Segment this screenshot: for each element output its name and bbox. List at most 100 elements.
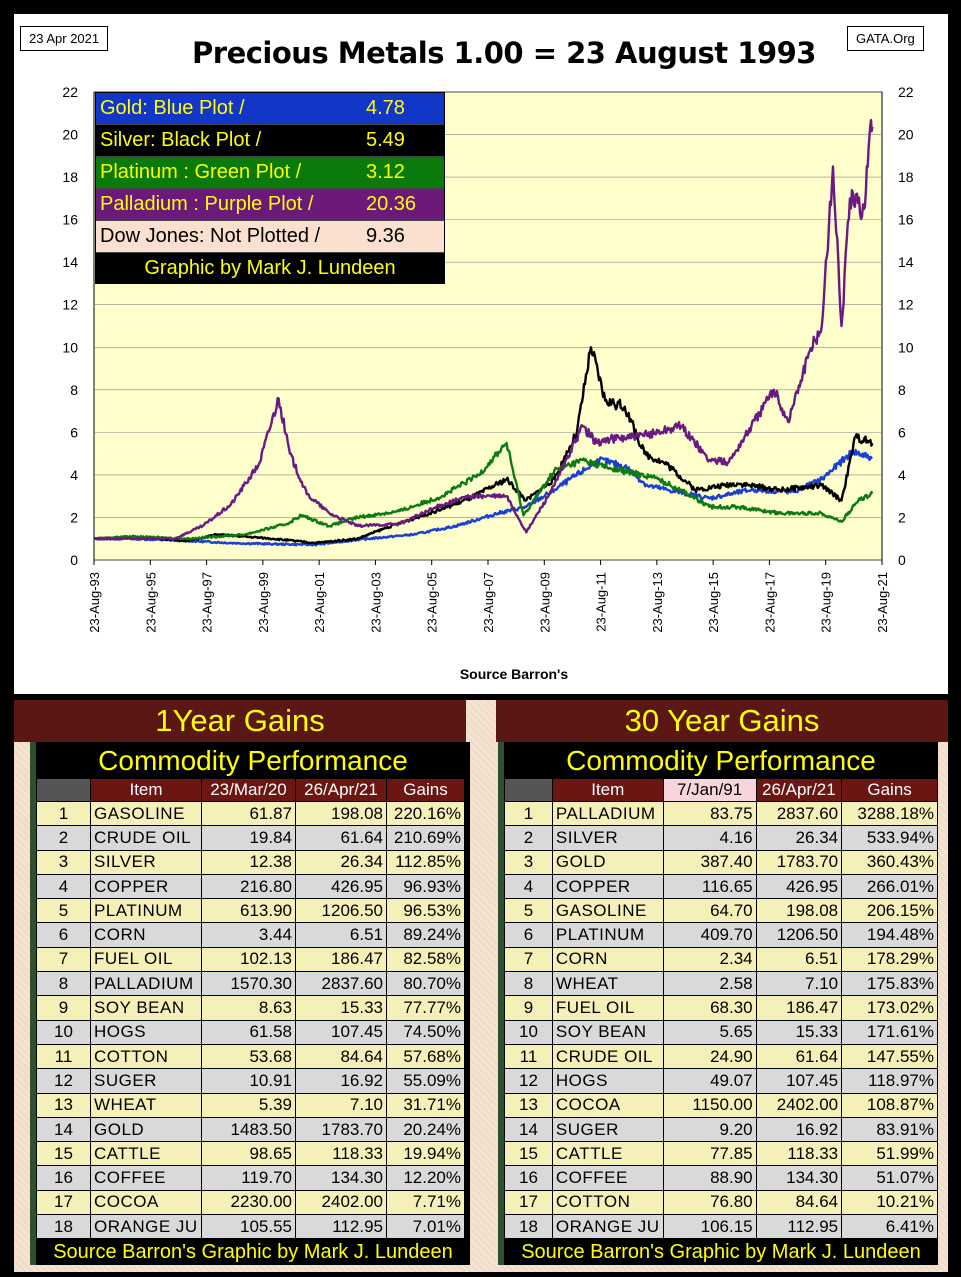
value-cell: 9.20: [662, 1116, 757, 1143]
item-cell: COCOA: [90, 1189, 202, 1216]
value-cell: 186.47: [295, 946, 387, 973]
value-cell: 96.53%: [386, 898, 465, 924]
value-cell: 16.92: [295, 1068, 387, 1094]
value-cell: 77.77%: [386, 995, 465, 1021]
value-cell: 147.55%: [841, 1043, 938, 1070]
table-row: 13 COCOA 1150.00 2402.00 108.87%: [504, 1092, 938, 1118]
item-cell: COFFEE: [90, 1165, 202, 1191]
value-cell: 31.71%: [386, 1092, 465, 1118]
series-line-platinum: [93, 441, 874, 541]
legend-value: 4.78: [366, 97, 405, 119]
x-tick-label: 23-Aug-09: [537, 572, 552, 633]
rank-cell: 11: [504, 1043, 553, 1070]
table-row: 10 HOGS 61.58 107.45 74.50%: [36, 1019, 465, 1045]
item-cell: PALLADIUM: [551, 800, 664, 827]
x-tick-label: 23-Aug-07: [481, 572, 496, 633]
value-cell: 49.07: [662, 1068, 757, 1094]
value-cell: 107.45: [295, 1019, 387, 1045]
table-row: 7 CORN 2.34 6.51 178.29%: [504, 946, 938, 973]
rank-cell: 1: [36, 800, 91, 827]
value-cell: 1483.50: [201, 1116, 296, 1143]
column-header: 26/Apr/21: [755, 778, 843, 802]
column-header: Gains: [386, 778, 465, 802]
value-cell: 118.33: [295, 1141, 387, 1167]
rank-cell: 4: [36, 873, 91, 900]
value-cell: 107.45: [755, 1068, 843, 1094]
value-cell: 178.29%: [841, 946, 938, 973]
value-cell: 3288.18%: [841, 800, 938, 827]
value-cell: 68.30: [662, 995, 757, 1021]
table-row: 17 COTTON 76.80 84.64 10.21%: [504, 1189, 938, 1216]
value-cell: 98.65: [201, 1141, 296, 1167]
value-cell: 89.24%: [386, 922, 465, 948]
table-30year: Commodity Performance Item 7/Jan/91 26/Apr…: [498, 742, 938, 1266]
value-cell: 216.80: [201, 873, 296, 900]
value-cell: 15.33: [295, 995, 387, 1021]
table-row: 5 GASOLINE 64.70 198.08 206.15%: [504, 898, 938, 924]
value-cell: 108.87%: [841, 1092, 938, 1118]
item-cell: COPPER: [551, 873, 664, 900]
column-header: Item: [90, 778, 202, 802]
y-tick-label-right: 22: [898, 84, 914, 100]
table-row: 4 COPPER 216.80 426.95 96.93%: [36, 873, 465, 900]
item-cell: PLATINUM: [551, 922, 664, 948]
y-tick-label-right: 18: [898, 169, 914, 185]
y-tick-label-left: 14: [62, 254, 78, 270]
x-tick-label: 23-Aug-05: [425, 572, 440, 633]
value-cell: 198.08: [755, 898, 843, 924]
item-cell: ORANGE JU: [551, 1214, 664, 1240]
table-row: 16 COFFEE 119.70 134.30 12.20%: [36, 1165, 465, 1191]
table-row: 1 PALLADIUM 83.75 2837.60 3288.18%: [504, 800, 938, 827]
table-row: 2 CRUDE OIL 19.84 61.64 210.69%: [36, 825, 465, 851]
value-cell: 175.83%: [841, 971, 938, 997]
rank-cell: 3: [504, 849, 553, 875]
source-label: Source Barron's: [459, 666, 569, 682]
table-1year: Commodity Performance Item 23/Mar/20 26/Ap…: [30, 742, 470, 1266]
value-cell: 82.58%: [386, 946, 465, 973]
rank-cell: 7: [504, 946, 553, 973]
rank-cell: 17: [36, 1189, 91, 1216]
value-cell: 2230.00: [201, 1189, 296, 1216]
item-cell: CATTLE: [551, 1141, 664, 1167]
item-cell: CATTLE: [90, 1141, 202, 1167]
rank-cell: 9: [36, 995, 91, 1021]
rank-cell: 11: [36, 1043, 91, 1070]
value-cell: 5.65: [662, 1019, 757, 1045]
legend-value: 3.12: [366, 161, 405, 183]
value-cell: 173.02%: [841, 995, 938, 1021]
table-row: 11 CRUDE OIL 24.90 61.64 147.55%: [504, 1043, 938, 1070]
rank-cell: 15: [36, 1141, 91, 1167]
table-row: 11 COTTON 53.68 84.64 57.68%: [36, 1043, 465, 1070]
rank-cell: 5: [36, 898, 91, 924]
item-cell: GASOLINE: [90, 800, 202, 827]
value-cell: 15.33: [755, 1019, 843, 1045]
value-cell: 118.97%: [841, 1068, 938, 1094]
value-cell: 4.16: [662, 825, 757, 851]
chart-title: Precious Metals 1.00 = 23 August 1993: [192, 36, 816, 70]
value-cell: 2.34: [662, 946, 757, 973]
x-tick-label: 23-Aug-19: [819, 572, 834, 633]
date-label: 23 Apr 2021: [20, 26, 109, 51]
table-row: 10 SOY BEAN 5.65 15.33 171.61%: [504, 1019, 938, 1045]
value-cell: 118.33: [755, 1141, 843, 1167]
value-cell: 80.70%: [386, 971, 465, 997]
value-cell: 1570.30: [201, 971, 296, 997]
rank-cell: 18: [36, 1214, 91, 1240]
column-header: 23/Mar/20: [201, 778, 296, 802]
table-row: 6 CORN 3.44 6.51 89.24%: [36, 922, 465, 948]
rank-cell: 16: [36, 1165, 91, 1191]
x-tick-label: 23-Aug-93: [87, 572, 102, 633]
table-row: 6 PLATINUM 409.70 1206.50 194.48%: [504, 922, 938, 948]
item-cell: SOY BEAN: [551, 1019, 664, 1045]
legend-label: Palladium : Purple Plot /: [100, 193, 314, 215]
table-row: 12 HOGS 49.07 107.45 118.97%: [504, 1068, 938, 1094]
legend-row: Palladium : Purple Plot / 20.36: [96, 189, 444, 221]
value-cell: 613.90: [201, 898, 296, 924]
value-cell: 12.20%: [386, 1165, 465, 1191]
table-row: 8 PALLADIUM 1570.30 2837.60 80.70%: [36, 971, 465, 997]
y-tick-label-right: 20: [898, 127, 914, 143]
value-cell: 74.50%: [386, 1019, 465, 1045]
value-cell: 16.92: [755, 1116, 843, 1143]
table-row: 9 SOY BEAN 8.63 15.33 77.77%: [36, 995, 465, 1021]
item-cell: COCOA: [551, 1092, 664, 1118]
